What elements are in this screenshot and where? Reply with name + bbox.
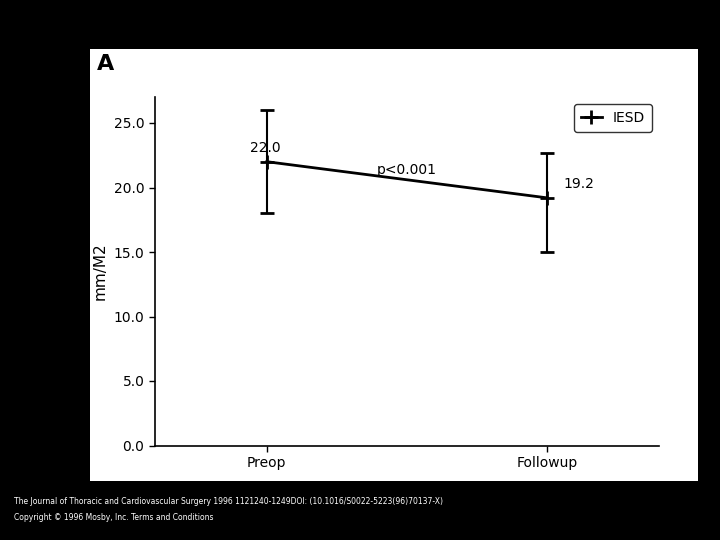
Legend: IESD: IESD — [574, 104, 652, 132]
Y-axis label: mm/M2: mm/M2 — [93, 242, 108, 300]
Text: Fig. 4: Fig. 4 — [341, 22, 379, 36]
Text: p<0.001: p<0.001 — [377, 163, 437, 177]
Text: 19.2: 19.2 — [564, 177, 595, 191]
Text: 22.0: 22.0 — [250, 141, 281, 156]
Text: A: A — [97, 54, 114, 74]
Text: The Journal of Thoracic and Cardiovascular Surgery 1996 1121240-1249DOI: (10.101: The Journal of Thoracic and Cardiovascul… — [14, 497, 444, 506]
Text: Copyright © 1996 Mosby, Inc. Terms and Conditions: Copyright © 1996 Mosby, Inc. Terms and C… — [14, 513, 214, 522]
